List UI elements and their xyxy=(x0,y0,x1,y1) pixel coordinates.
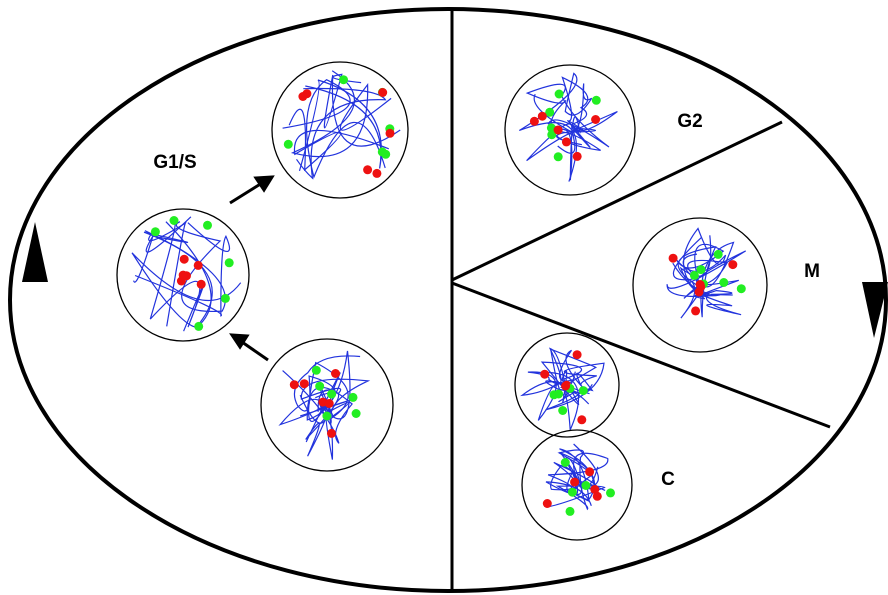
green-dot xyxy=(284,140,293,149)
green-dot xyxy=(339,75,348,84)
cycle-arrowhead xyxy=(22,222,48,282)
nucleus xyxy=(522,430,632,540)
green-dot xyxy=(579,386,588,395)
red-dot xyxy=(540,370,549,379)
green-dot xyxy=(312,366,321,375)
arrow-head xyxy=(256,177,272,190)
red-dot xyxy=(179,271,188,280)
nucleus xyxy=(117,209,249,341)
green-dot xyxy=(606,488,615,497)
green-dot xyxy=(714,250,723,259)
green-dot xyxy=(352,409,361,418)
green-dot xyxy=(737,284,746,293)
page: {"labels": {"g1s": "G1/S", "g2": "G2", "… xyxy=(0,0,888,595)
green-dot xyxy=(561,458,570,467)
red-dot xyxy=(363,165,372,174)
green-dot xyxy=(554,152,563,161)
green-dot xyxy=(322,412,331,421)
red-dot xyxy=(561,382,570,391)
divider xyxy=(452,283,830,427)
divider xyxy=(452,122,782,280)
red-dot xyxy=(585,467,594,476)
red-dot xyxy=(669,254,678,263)
red-dot xyxy=(331,369,340,378)
green-dot xyxy=(349,393,358,402)
green-dot xyxy=(151,227,160,236)
green-dot xyxy=(719,278,728,287)
nucleus xyxy=(515,333,619,437)
red-dot xyxy=(728,260,737,269)
green-dot xyxy=(592,96,601,105)
nucleus xyxy=(272,62,408,198)
nucleus xyxy=(505,65,635,195)
green-dot xyxy=(315,382,324,391)
red-dot xyxy=(327,429,336,438)
red-dot xyxy=(378,88,387,97)
red-dot xyxy=(325,399,334,408)
red-dot xyxy=(691,306,700,315)
arrow xyxy=(242,342,268,360)
green-dot xyxy=(221,294,230,303)
green-dot xyxy=(194,322,203,331)
red-dot xyxy=(543,499,552,508)
green-dot xyxy=(558,406,567,415)
phase-label: M xyxy=(804,261,820,282)
red-dot xyxy=(298,92,307,101)
green-dot xyxy=(568,488,577,497)
green-dot xyxy=(225,258,234,267)
red-dot xyxy=(180,255,189,264)
green-dot xyxy=(170,216,179,225)
cell-cycle-diagram: G1/S G2 M C xyxy=(0,0,888,595)
red-dot xyxy=(197,280,206,289)
transition-arrows xyxy=(230,177,272,360)
red-dot xyxy=(577,415,586,424)
red-dot xyxy=(573,350,582,359)
green-dot xyxy=(327,390,336,399)
green-dot xyxy=(550,390,559,399)
cycle-ellipse xyxy=(10,9,886,591)
phase-label: C xyxy=(661,469,675,490)
red-dot xyxy=(290,380,299,389)
red-dot xyxy=(538,112,547,121)
red-dot xyxy=(386,129,395,138)
green-dot xyxy=(581,481,590,490)
red-dot xyxy=(570,478,579,487)
red-dot xyxy=(530,117,539,126)
red-dot xyxy=(562,137,571,146)
phase-label: G2 xyxy=(677,111,702,132)
green-dot xyxy=(378,147,387,156)
red-dot xyxy=(591,115,600,124)
red-dot xyxy=(300,379,309,388)
red-dot xyxy=(194,261,203,270)
nucleus xyxy=(261,339,393,471)
nucleus xyxy=(633,218,767,352)
red-dot xyxy=(696,280,705,289)
red-dot xyxy=(573,152,582,161)
phase-label: G1/S xyxy=(153,152,196,173)
green-dot xyxy=(566,507,575,516)
red-dot xyxy=(372,169,381,178)
green-dot xyxy=(555,90,564,99)
green-dot xyxy=(697,265,706,274)
arrow xyxy=(230,183,262,203)
red-dot xyxy=(554,126,563,135)
red-dot xyxy=(593,492,602,501)
green-dot xyxy=(203,221,212,230)
